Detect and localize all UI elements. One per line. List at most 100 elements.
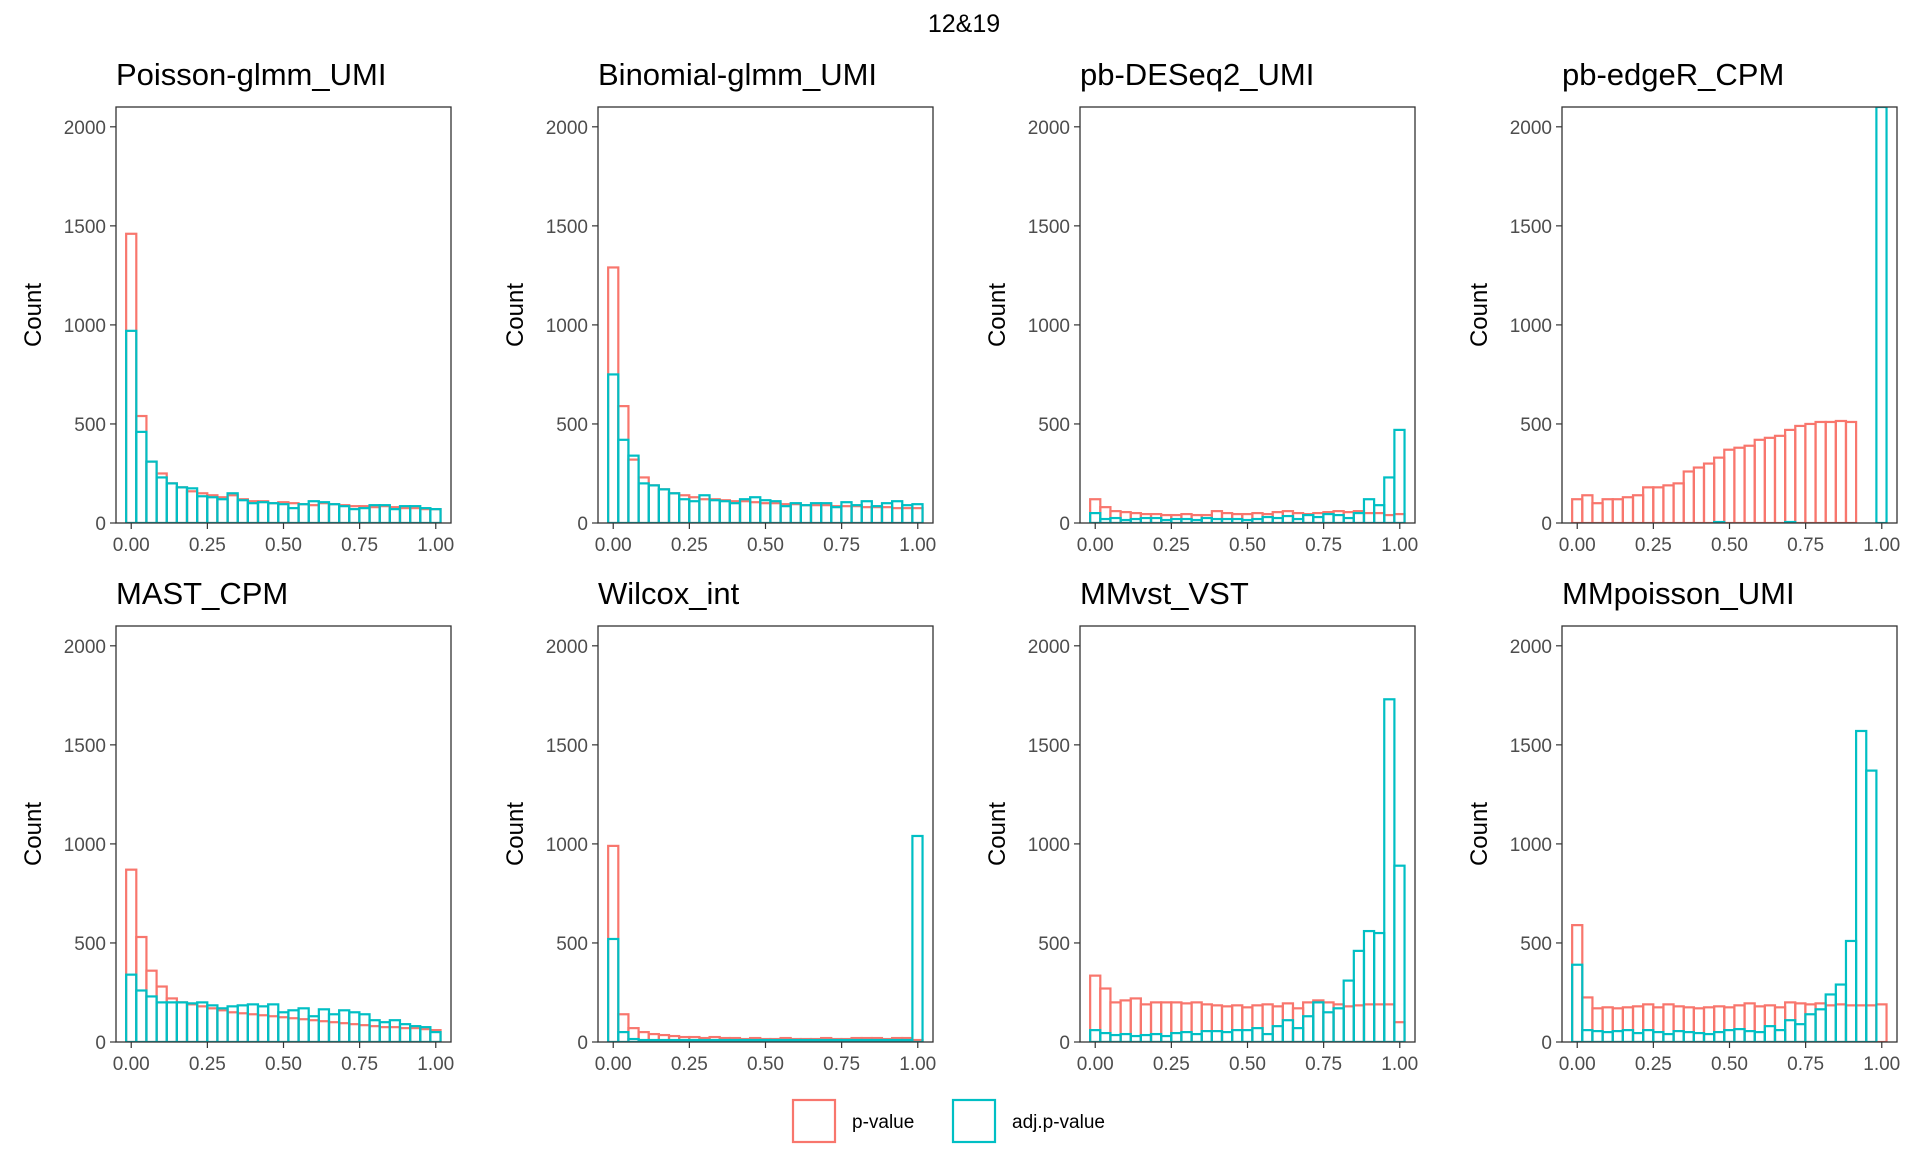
bar-adjpvalue: [358, 507, 371, 523]
bar-pvalue: [1332, 510, 1345, 523]
panel-border: [115, 106, 452, 524]
bar-pvalue: [1312, 999, 1325, 1042]
bar-adjpvalue: [1210, 1030, 1224, 1042]
bar-pvalue: [378, 1026, 391, 1042]
bar-pvalue: [1621, 496, 1635, 523]
bar-adjpvalue: [1743, 1030, 1756, 1042]
bar-adjpvalue: [1089, 511, 1102, 523]
bar-pvalue: [1763, 436, 1777, 523]
bar-adjpvalue: [779, 505, 792, 523]
bar-adjpvalue: [1352, 511, 1366, 523]
bar-adjpvalue: [236, 1004, 249, 1042]
bar-adjpvalue: [1109, 1033, 1122, 1042]
bar-pvalue: [287, 502, 300, 523]
chart-panel: Binomial-glmm_UMI Count 0 500 1000 1500 2000 0.…: [502, 57, 936, 556]
bar-adjpvalue: [1129, 1034, 1142, 1042]
bar-pvalue: [216, 496, 229, 523]
y-tick-label: 2000: [64, 637, 106, 658]
bar-adjpvalue: [1652, 1030, 1665, 1042]
bar-adjpvalue: [1383, 698, 1396, 1042]
bar-pvalue: [155, 472, 168, 523]
bar-pvalue: [398, 507, 412, 523]
bar-pvalue: [1611, 1007, 1624, 1042]
x-tick-label: 0.25: [1635, 1054, 1672, 1075]
bar-pvalue: [1814, 420, 1827, 523]
legend-key-adjpvalue: [951, 1098, 997, 1144]
y-tick-label: 1000: [1028, 316, 1070, 337]
bar-pvalue: [1672, 1005, 1685, 1042]
bar-adjpvalue: [429, 508, 442, 523]
bar-adjpvalue: [297, 503, 310, 523]
bar-pvalue: [1753, 438, 1766, 523]
y-tick-label: 0: [95, 514, 106, 535]
panels: Poisson-glmm_UMI Count 0 500 1000 1500 2000 0.0…: [20, 57, 1900, 1075]
bar-pvalue: [206, 1007, 219, 1042]
bar-adjpvalue: [1160, 1034, 1173, 1042]
bars: [1571, 107, 1888, 523]
bar-pvalue: [1784, 1001, 1797, 1042]
bar-adjpvalue: [708, 499, 721, 523]
bar-adjpvalue: [1784, 1019, 1797, 1042]
bar-adjpvalue: [1824, 993, 1837, 1042]
bar-pvalue: [1220, 1005, 1234, 1042]
bar-adjpvalue: [277, 503, 290, 523]
bar-pvalue: [125, 868, 138, 1042]
y-tick-label: 500: [556, 934, 588, 955]
bar-pvalue: [398, 1027, 412, 1042]
bar-adjpvalue: [135, 989, 148, 1042]
bar-pvalue: [1571, 498, 1584, 523]
panel-title: Poisson-glmm_UMI: [116, 57, 386, 92]
x-tick-label: 1.00: [1863, 1054, 1900, 1075]
bar-pvalue: [1733, 446, 1746, 523]
bar-adjpvalue: [1139, 1033, 1153, 1042]
bar-adjpvalue: [1642, 1029, 1655, 1042]
bar-pvalue: [617, 1013, 630, 1042]
bar-pvalue: [1281, 1002, 1295, 1042]
bar-pvalue: [1099, 506, 1112, 523]
bar-pvalue: [145, 460, 158, 523]
bar-pvalue: [1373, 511, 1386, 523]
bars: [1571, 729, 1888, 1042]
bar-adjpvalue: [799, 504, 813, 523]
bar-pvalue: [830, 505, 843, 523]
y-tick-label: 500: [556, 415, 588, 436]
chart-panel: Poisson-glmm_UMI Count 0 500 1000 1500 2000 0.0…: [20, 57, 454, 556]
bar-pvalue: [1190, 1001, 1203, 1042]
panel-title: MMvst_VST: [1080, 576, 1249, 611]
bar-pvalue: [1342, 1005, 1355, 1042]
x-tick-label: 1.00: [417, 535, 454, 556]
bar-adjpvalue: [870, 505, 884, 523]
bar-pvalue: [327, 503, 341, 523]
bar-pvalue: [236, 498, 249, 523]
bar-pvalue: [860, 506, 873, 523]
bar-pvalue: [1753, 1005, 1766, 1042]
bar-pvalue: [1383, 513, 1396, 523]
bar-adjpvalue: [1773, 1029, 1787, 1042]
bar-pvalue: [287, 1017, 300, 1042]
bar-adjpvalue: [1753, 1030, 1766, 1042]
bar-adjpvalue: [1261, 515, 1274, 523]
bar-pvalue: [809, 504, 823, 523]
y-tick-label: 0: [1059, 1033, 1070, 1054]
bar-adjpvalue: [398, 1023, 412, 1042]
bar-pvalue: [1865, 1004, 1878, 1042]
panel-title: MMpoisson_UMI: [1562, 576, 1795, 611]
bar-adjpvalue: [1342, 979, 1355, 1042]
x-tick-label: 1.00: [1381, 535, 1418, 556]
bar-pvalue: [607, 844, 620, 1042]
y-axis-label: Count: [984, 283, 1011, 347]
bar-pvalue: [1794, 1002, 1807, 1042]
bar-pvalue: [348, 1023, 361, 1042]
bar-adjpvalue: [125, 329, 138, 523]
bar-adjpvalue: [1804, 1013, 1817, 1042]
bar-pvalue: [820, 504, 833, 523]
bar-pvalue: [1733, 1004, 1746, 1042]
bar-pvalue: [749, 501, 762, 523]
bar-pvalue: [297, 1018, 310, 1042]
bar-adjpvalue: [348, 508, 361, 523]
bar-pvalue: [647, 484, 660, 523]
bar-adjpvalue: [267, 1003, 280, 1042]
chart-panel: pb-DESeq2_UMI Count 0 500 1000 1500 2000 0.00 0.…: [984, 57, 1418, 556]
bar-adjpvalue: [175, 1001, 189, 1042]
